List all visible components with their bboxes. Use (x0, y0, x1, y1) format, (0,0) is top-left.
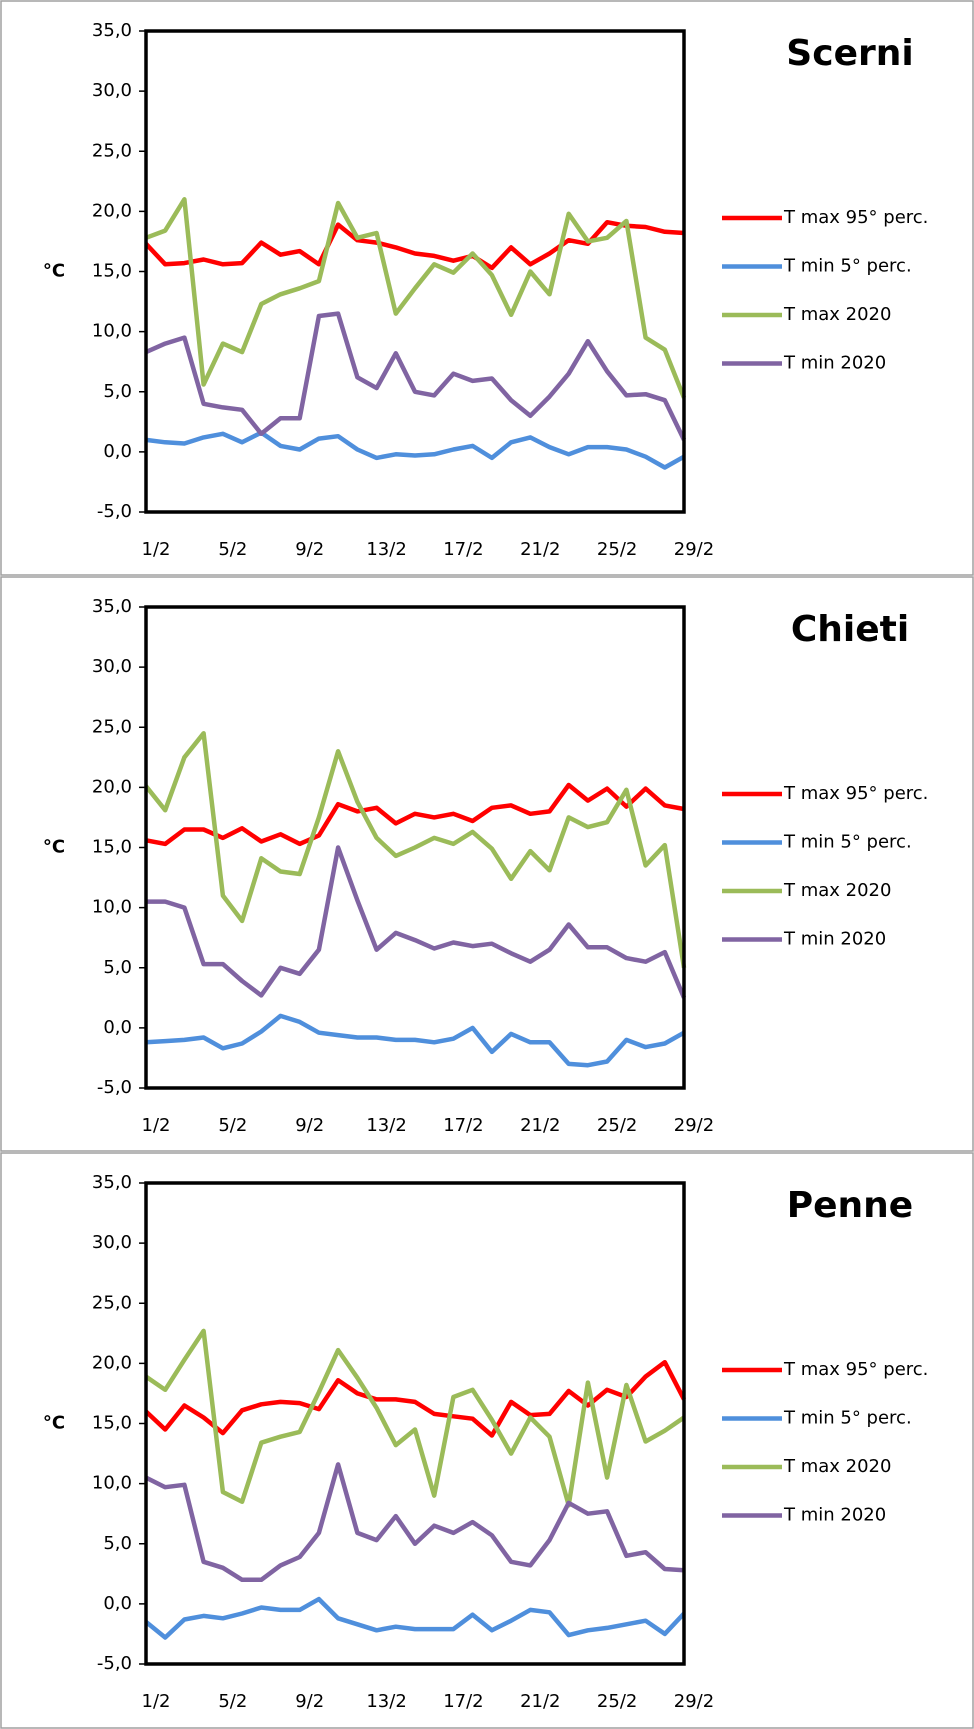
y-tick-label: 10,0 (92, 1473, 132, 1494)
y-tick-label: 0,0 (103, 1593, 132, 1614)
y-tick-label: 20,0 (92, 200, 132, 221)
series-line (144, 1462, 685, 1583)
legend-label: T max 2020 (783, 304, 891, 325)
y-axis-label: °C (43, 837, 65, 858)
x-tick-label: 29/2 (674, 1115, 714, 1136)
x-tick-label: 21/2 (520, 1115, 560, 1136)
legend-label: T min 2020 (783, 353, 886, 374)
x-tick-label: 21/2 (520, 539, 560, 560)
x-tick-label: 9/2 (295, 1691, 324, 1712)
x-tick-label: 25/2 (597, 1691, 637, 1712)
x-tick-label: 17/2 (443, 1691, 483, 1712)
y-tick-label: 15,0 (92, 837, 132, 858)
y-tick-label: 30,0 (92, 656, 132, 677)
x-tick-label: 25/2 (597, 1115, 637, 1136)
y-tick-label: 0,0 (103, 441, 132, 462)
x-tick-label: 5/2 (218, 1115, 247, 1136)
chart-title: Chieti (791, 609, 909, 650)
x-tick-label: 13/2 (366, 1115, 406, 1136)
y-tick-label: 10,0 (92, 897, 132, 918)
y-tick-label: 0,0 (103, 1017, 132, 1038)
y-tick-label: 5,0 (103, 381, 132, 402)
y-tick-label: 5,0 (103, 1533, 132, 1554)
legend-label: T max 95° perc. (783, 1359, 928, 1380)
panel-border (0, 0, 974, 576)
chart-title: Scerni (786, 33, 913, 74)
chart-panel: -5,0 0,0 5,0 10,0 15,0 20,0 25,0 30,0 35,0 1/2 5/2… (0, 576, 974, 1152)
legend-label: T min 2020 (783, 929, 886, 950)
x-tick-label: 9/2 (295, 539, 324, 560)
chart-title: Penne (787, 1185, 913, 1226)
y-tick-label: 30,0 (92, 80, 132, 101)
y-tick-label: 35,0 (92, 1172, 132, 1193)
y-tick-label: 35,0 (92, 596, 132, 617)
y-tick-label: 25,0 (92, 140, 132, 161)
x-tick-label: 25/2 (597, 539, 637, 560)
x-tick-label: 21/2 (520, 1691, 560, 1712)
x-tick-label: 5/2 (218, 1691, 247, 1712)
chart-panel: -5,0 0,0 5,0 10,0 15,0 20,0 25,0 30,0 35,0 1/2 5/2… (0, 0, 974, 576)
y-tick-label: 20,0 (92, 1352, 132, 1373)
x-tick-label: 29/2 (674, 539, 714, 560)
series-line (145, 782, 685, 847)
series-line (144, 1596, 686, 1640)
y-tick-label: -5,0 (97, 1077, 132, 1098)
plot-frame (144, 1181, 686, 1666)
y-tick-label: 25,0 (92, 1292, 132, 1313)
series-line (145, 311, 687, 441)
series-line (145, 430, 686, 470)
x-tick-label: 5/2 (218, 539, 247, 560)
legend-label: T max 2020 (783, 880, 891, 901)
x-tick-label: 13/2 (366, 1691, 406, 1712)
legend-label: T max 95° perc. (783, 783, 928, 804)
y-tick-label: 30,0 (92, 1232, 132, 1253)
y-tick-label: 15,0 (92, 261, 132, 282)
series-line (144, 1328, 686, 1508)
y-tick-label: 25,0 (92, 716, 132, 737)
series-line (144, 1359, 686, 1438)
chart-panel: -5,0 0,0 5,0 10,0 15,0 20,0 25,0 30,0 35,0 1/2 5/2… (0, 1152, 974, 1729)
x-tick-label: 1/2 (142, 539, 171, 560)
series-line (145, 197, 687, 399)
y-axis-label: °C (43, 1413, 65, 1434)
legend-label: T min 5° perc. (783, 832, 912, 853)
y-tick-label: -5,0 (97, 501, 132, 522)
y-tick-label: 15,0 (92, 1413, 132, 1434)
x-tick-label: 1/2 (142, 1691, 171, 1712)
x-tick-label: 13/2 (366, 539, 406, 560)
y-tick-label: 5,0 (103, 957, 132, 978)
y-tick-label: 10,0 (92, 321, 132, 342)
plot-frame (144, 29, 686, 514)
series-line (145, 1013, 686, 1068)
y-tick-label: 35,0 (92, 20, 132, 41)
series-line (144, 219, 685, 271)
x-tick-label: 17/2 (443, 1115, 483, 1136)
legend-label: T min 5° perc. (783, 256, 912, 277)
plot-frame (144, 605, 686, 1090)
legend-label: T min 5° perc. (783, 1408, 912, 1429)
y-tick-label: -5,0 (97, 1653, 132, 1674)
series-line (146, 845, 687, 999)
x-tick-label: 1/2 (142, 1115, 171, 1136)
panel-border (0, 1152, 974, 1729)
y-tick-label: 20,0 (92, 776, 132, 797)
series-line (144, 731, 687, 969)
legend-label: T max 2020 (783, 1456, 891, 1477)
panel-border (0, 576, 974, 1152)
y-axis-label: °C (43, 261, 65, 282)
x-tick-label: 29/2 (674, 1691, 714, 1712)
legend-label: T min 2020 (783, 1505, 886, 1526)
x-tick-label: 9/2 (295, 1115, 324, 1136)
x-tick-label: 17/2 (443, 539, 483, 560)
legend-label: T max 95° perc. (783, 207, 928, 228)
